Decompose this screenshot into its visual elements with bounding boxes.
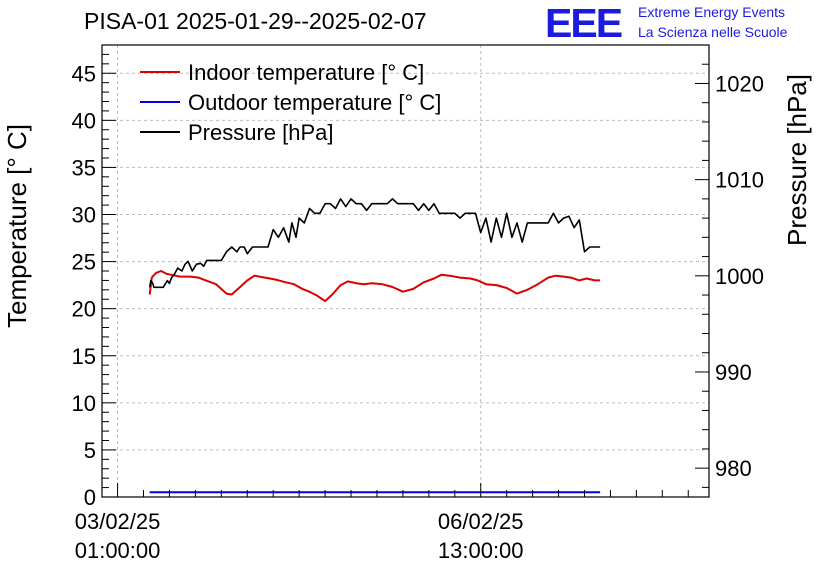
legend-label-2: Pressure [hPa] bbox=[188, 120, 334, 145]
y-tick-label: 30 bbox=[72, 203, 96, 228]
y2-axis-title: Pressure [hPa] bbox=[782, 74, 812, 246]
legend-label-0: Indoor temperature [° C] bbox=[188, 60, 424, 85]
chart-title: PISA-01 2025-01-29--2025-02-07 bbox=[84, 8, 427, 34]
y-tick-label: 5 bbox=[84, 438, 96, 463]
logo-subtitle-2: La Scienza nelle Scuole bbox=[638, 24, 788, 40]
y-tick-label: 10 bbox=[72, 391, 96, 416]
grid-lines bbox=[102, 45, 709, 497]
series-layer bbox=[148, 198, 601, 494]
y-axis-title: Temperature [° C] bbox=[2, 124, 32, 328]
y2-tick-label: 1020 bbox=[715, 71, 764, 96]
logo-subtitle-1: Extreme Energy Events bbox=[638, 4, 786, 20]
x-tick-label: 01:00:00 bbox=[75, 538, 161, 563]
legend: Indoor temperature [° C] Outdoor temperat… bbox=[140, 60, 441, 145]
axes: 0 5 10 15 20 25 30 35 40 45 980 990 1000 1010 1020 03/0… bbox=[2, 44, 812, 563]
y-tick-label: 15 bbox=[72, 344, 96, 369]
y-tick-label: 35 bbox=[72, 155, 96, 180]
y-tick-label: 40 bbox=[72, 108, 96, 133]
series-line-2 bbox=[148, 198, 601, 289]
legend-label-1: Outdoor temperature [° C] bbox=[188, 90, 441, 115]
y-tick-label: 25 bbox=[72, 250, 96, 275]
y-tick-label: 45 bbox=[72, 61, 96, 86]
y-tick-label: 0 bbox=[84, 485, 96, 510]
y2-tick-label: 1000 bbox=[715, 264, 764, 289]
y-tick-label: 20 bbox=[72, 297, 96, 322]
y2-tick-label: 1010 bbox=[715, 168, 764, 193]
x-tick-label: 06/02/25 bbox=[438, 509, 524, 534]
y2-tick-label: 980 bbox=[715, 456, 752, 481]
x-tick-label: 13:00:00 bbox=[438, 538, 524, 563]
series-line-0 bbox=[148, 270, 601, 303]
x-tick-label: 03/02/25 bbox=[75, 509, 161, 534]
eee-logo: EEE bbox=[545, 0, 623, 46]
y2-tick-label: 990 bbox=[715, 360, 752, 385]
